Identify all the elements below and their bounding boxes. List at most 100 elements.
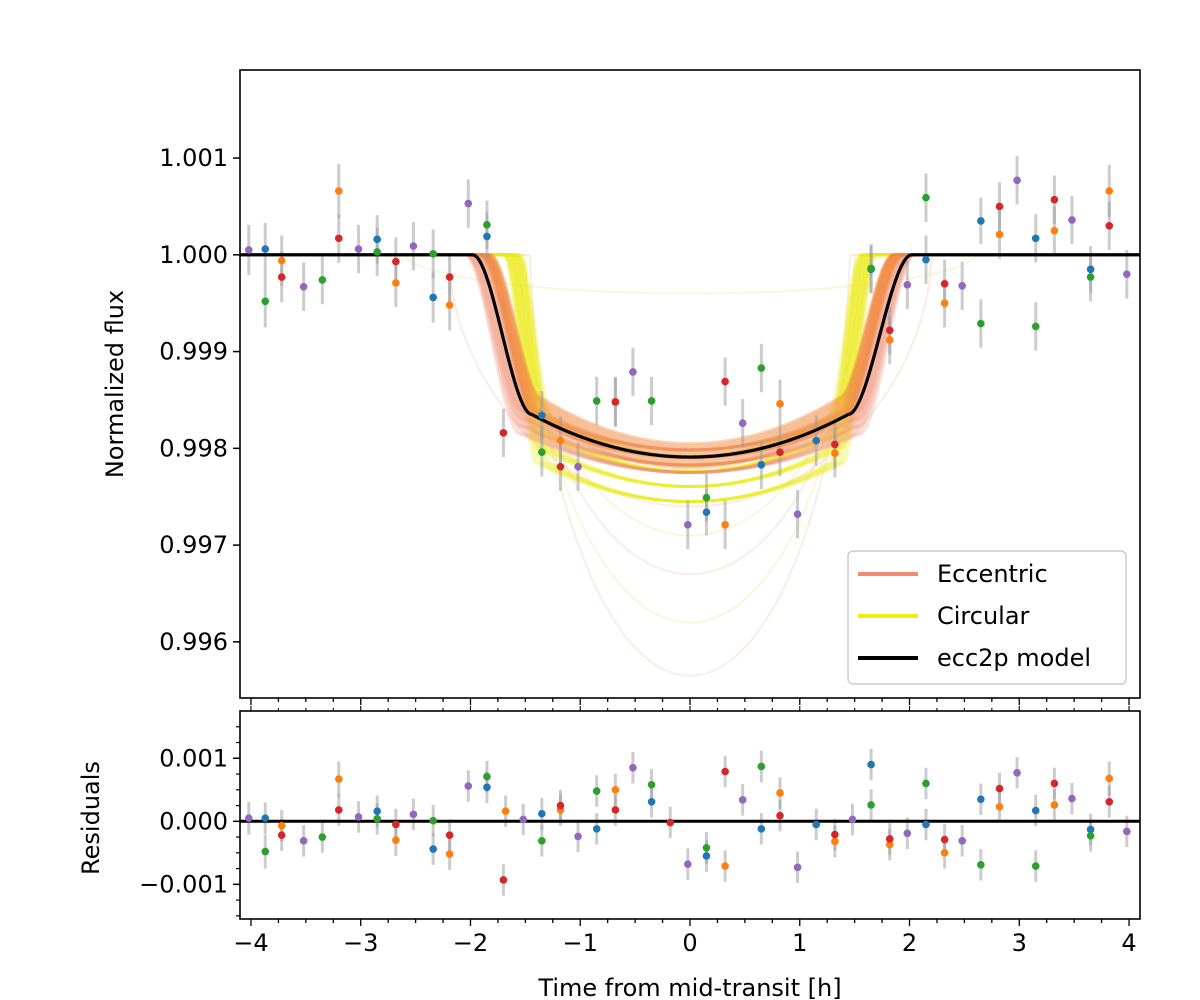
- residual-point-purple: [793, 863, 802, 872]
- legend-label-eccentric: Eccentric: [937, 560, 1048, 588]
- x-tick-label: −2: [453, 929, 488, 957]
- residual-point-green: [647, 780, 656, 789]
- flux-point-orange: [392, 279, 400, 287]
- flux-point-blue: [922, 255, 930, 264]
- flux-point-green: [977, 319, 985, 328]
- x-tick-label: −1: [563, 929, 598, 957]
- y-tick-label: 1.001: [159, 144, 228, 172]
- eccentric-sample-curve: [240, 253, 1140, 467]
- eccentric-sample-curve: [240, 253, 1140, 475]
- residual-point-red: [940, 835, 949, 844]
- circular-sample-curve: [240, 253, 1140, 473]
- flux-point-red: [556, 462, 565, 471]
- flux-point-purple: [684, 520, 692, 529]
- eccentric-core-curve: [240, 253, 1140, 453]
- eccentric-core-curve: [240, 253, 1140, 446]
- flux-point-blue: [1031, 234, 1040, 243]
- flux-point-purple: [1123, 270, 1131, 278]
- residuals-frame: [239, 710, 1141, 920]
- residual-point-blue: [1031, 806, 1040, 815]
- circular-sample-curve: [240, 253, 1140, 473]
- flux-point-purple: [574, 462, 582, 471]
- eccentric-sample-curve: [240, 253, 1140, 452]
- flux-point-purple: [354, 245, 363, 253]
- circular-sample-curve: [240, 253, 1140, 458]
- residual-point-green: [922, 779, 930, 788]
- residual-point-green: [429, 816, 437, 825]
- eccentric-sample-curve: [240, 253, 1140, 459]
- residual-point-orange: [776, 789, 784, 797]
- residual-point-purple: [244, 814, 253, 822]
- flux-point-orange: [721, 520, 729, 529]
- flux-point-red: [277, 273, 286, 281]
- flux-point-purple: [903, 281, 912, 289]
- light-curve-panel: 0.996 0.997 0.998 0.999 1.000 1.001 Normalize…: [101, 69, 1141, 705]
- flux-point-blue: [483, 232, 491, 241]
- eccentric-core-curve: [240, 253, 1140, 447]
- residual-points: [244, 760, 1131, 884]
- residual-point-red: [499, 876, 508, 884]
- flux-point-blue: [757, 460, 766, 469]
- flux-point-orange: [776, 400, 784, 408]
- flux-point-blue: [538, 411, 546, 420]
- residual-point-green: [538, 837, 546, 845]
- circular-sample-curve: [240, 253, 1140, 473]
- residual-point-blue: [592, 825, 601, 833]
- model-sample-curves: [240, 253, 1140, 504]
- flux-point-orange: [885, 336, 894, 344]
- flux-point-purple: [409, 242, 418, 250]
- circular-sample-curve: [240, 253, 1140, 458]
- flux-point-orange: [1050, 226, 1059, 235]
- light-curve-plot-area: [240, 156, 1140, 677]
- eccentric-sample-curve: [240, 253, 1140, 475]
- flux-point-red: [831, 440, 839, 449]
- flux-point-blue: [429, 293, 437, 302]
- eccentric-sample-curve: [240, 253, 1140, 467]
- residual-point-red: [611, 806, 620, 814]
- residual-point-green: [261, 847, 270, 856]
- flux-point-orange: [831, 449, 839, 457]
- flux-point-green: [922, 193, 930, 202]
- eccentric-sample-curve: [240, 253, 1140, 452]
- eccentric-sample-curve: [240, 253, 1140, 452]
- residual-point-red: [1105, 797, 1114, 806]
- light-curve-x-ticks: [250, 698, 1130, 705]
- residual-point-purple: [1068, 794, 1076, 803]
- eccentric-sample-curve: [240, 253, 1140, 452]
- flux-point-orange: [334, 187, 343, 195]
- residual-point-green: [592, 787, 601, 795]
- flux-point-red: [611, 398, 620, 406]
- x-tick-label: 0: [682, 929, 697, 957]
- legend-label-ecc2p-model: ecc2p model: [937, 644, 1091, 672]
- residual-point-orange: [445, 850, 454, 858]
- flux-point-blue: [977, 217, 985, 225]
- error-bars: [247, 156, 1129, 549]
- flux-point-red: [995, 202, 1004, 211]
- flux-point-blue: [812, 436, 821, 445]
- flux-point-green: [1086, 273, 1095, 281]
- circular-sample-curve: [240, 253, 1140, 458]
- flux-point-green: [647, 397, 656, 405]
- residual-point-blue: [977, 795, 985, 804]
- flux-point-orange: [995, 230, 1004, 239]
- y-tick-label: 0.999: [159, 338, 228, 366]
- eccentric-core-curve: [240, 253, 1140, 462]
- eccentric-sample-curve: [240, 253, 1140, 459]
- circular-sample-curve: [240, 253, 1140, 458]
- flux-point-green: [702, 493, 711, 502]
- flux-point-blue: [261, 245, 270, 253]
- x-tick-label: −4: [233, 929, 268, 957]
- residual-point-red: [776, 811, 784, 820]
- residual-point-blue: [812, 820, 821, 829]
- flux-point-green: [867, 264, 875, 273]
- residual-point-purple: [519, 815, 527, 824]
- residual-point-red: [1050, 779, 1059, 788]
- eccentric-sample-curve: [240, 253, 1140, 452]
- residual-point-green: [1031, 862, 1040, 870]
- residual-point-purple: [464, 782, 473, 790]
- residual-point-purple: [684, 860, 692, 868]
- residuals-y-label: Residuals: [77, 761, 105, 875]
- residual-point-orange: [501, 807, 510, 816]
- eccentric-sample-curve: [240, 253, 1140, 459]
- residual-point-purple: [354, 813, 363, 821]
